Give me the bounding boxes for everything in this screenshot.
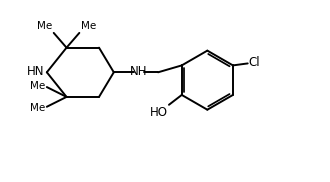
Text: Me: Me (37, 21, 52, 31)
Text: Me: Me (30, 103, 45, 113)
Text: NH: NH (130, 65, 147, 78)
Text: Me: Me (81, 21, 97, 31)
Text: Cl: Cl (249, 56, 260, 69)
Text: Me: Me (30, 81, 45, 91)
Text: HN: HN (26, 65, 44, 78)
Text: HO: HO (150, 106, 168, 119)
